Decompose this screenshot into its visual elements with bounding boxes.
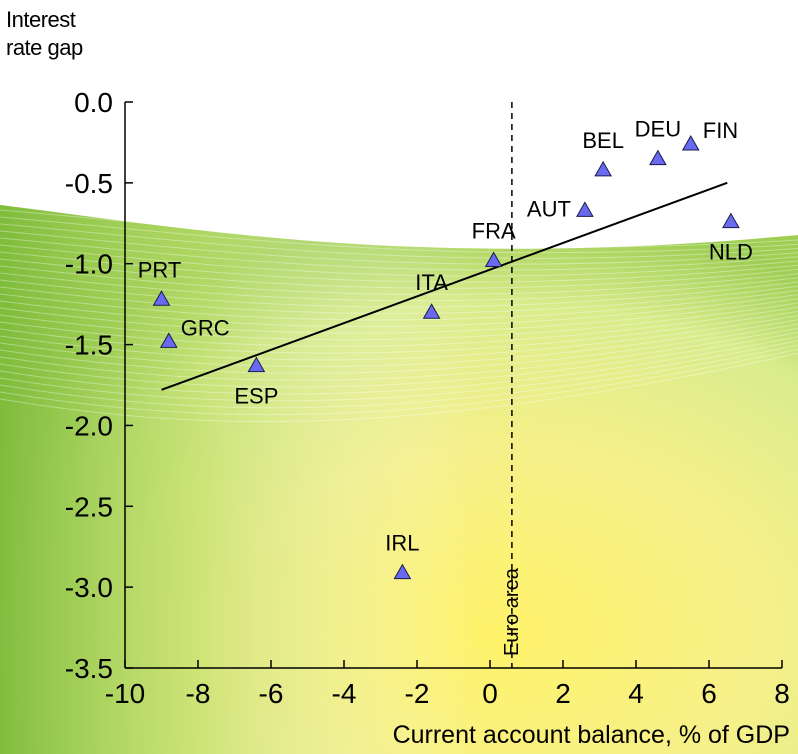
point-label-bel: BEL [582, 128, 624, 153]
x-axis-title: Current account balance, % of GDP [392, 721, 790, 749]
point-label-fin: FIN [703, 118, 738, 143]
y-tick-label: -1.5 [65, 330, 113, 361]
point-marker-bel [594, 160, 613, 177]
point-marker-fin [681, 135, 700, 151]
point-label-aut: AUT [527, 196, 571, 221]
x-tick-label: 4 [628, 678, 644, 709]
y-axis-title: Interest rate gap [6, 6, 83, 62]
point-label-irl: IRL [385, 531, 419, 556]
point-marker-nld [722, 212, 740, 229]
x-tick-label: 6 [701, 678, 717, 709]
x-tick-label: -10 [105, 678, 145, 709]
x-tick-label: -8 [186, 678, 211, 709]
point-marker-aut [576, 201, 594, 217]
y-tick-label: -3.0 [65, 572, 113, 603]
point-marker-deu [649, 149, 667, 166]
point-label-prt: PRT [138, 257, 182, 282]
y-tick-label: -1.0 [65, 249, 113, 280]
point-marker-prt [152, 290, 171, 306]
point-label-esp: ESP [234, 384, 278, 409]
point-label-ita: ITA [415, 270, 448, 295]
point-marker-grc [159, 332, 178, 348]
y-tick-label: 0.0 [74, 87, 113, 118]
x-tick-label: 8 [774, 678, 790, 709]
euro-area-label: Euro area [501, 567, 523, 656]
point-marker-esp [247, 356, 266, 373]
plot-area: 0.0 -0.5 -1.0 -1.5 -2.0 -2.5 -3.0 -3.5-10 -8 -6 -4… [65, 87, 790, 709]
x-tick-label: -6 [259, 678, 284, 709]
y-tick-label: -2.5 [65, 491, 113, 522]
point-marker-ita [422, 303, 441, 319]
trend-line [161, 181, 728, 391]
point-label-fra: FRA [472, 218, 516, 243]
background-wave [0, 205, 798, 754]
y-tick-label: -0.5 [65, 168, 113, 199]
y-axis-title-line2: rate gap [6, 35, 83, 60]
point-marker-fra [484, 251, 503, 267]
y-tick-label: -2.0 [65, 410, 113, 441]
x-tick-label: 0 [482, 678, 498, 709]
point-label-deu: DEU [635, 117, 681, 142]
point-label-grc: GRC [181, 315, 230, 340]
y-tick-label: -3.5 [65, 653, 113, 684]
point-marker-irl [393, 563, 412, 580]
y-axis-title-line1: Interest [6, 7, 76, 32]
x-tick-label: 2 [555, 678, 571, 709]
x-tick-label: -4 [332, 678, 357, 709]
point-label-nld: NLD [709, 240, 753, 265]
x-tick-label: -2 [405, 678, 430, 709]
